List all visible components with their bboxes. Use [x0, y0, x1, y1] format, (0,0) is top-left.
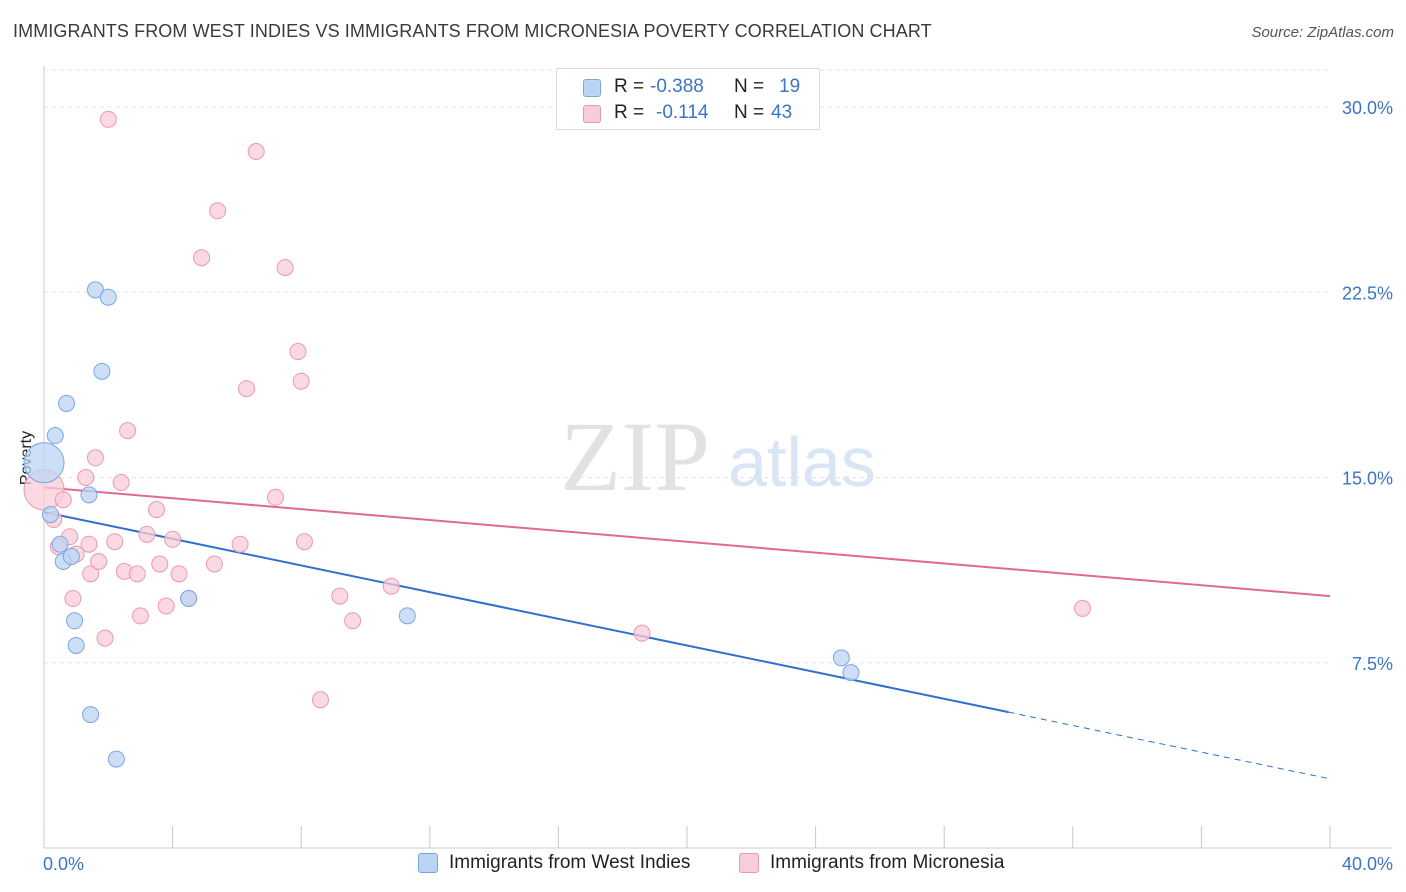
micronesia-point: [77, 469, 95, 487]
micronesia-point: [311, 691, 329, 709]
west-indies-point: [93, 362, 111, 380]
n-label: N =: [734, 76, 765, 97]
micronesia-point: [90, 552, 108, 570]
micronesia-point: [276, 259, 294, 277]
west-indies-point: [66, 612, 84, 630]
micronesia-point: [633, 624, 651, 642]
micronesia-point: [193, 249, 211, 267]
micronesia-point: [99, 110, 117, 128]
west-indies-point: [67, 636, 85, 654]
west-indies-trend-line: [43, 511, 1009, 714]
micronesia-legend-label: Immigrants from Micronesia: [770, 852, 1005, 873]
micronesia-point: [86, 449, 104, 467]
micronesia-point: [382, 577, 400, 595]
micronesia-point: [1073, 599, 1091, 617]
x-tick-label-min: 0.0%: [43, 854, 84, 874]
stats-legend: R = -0.388 N = 19 R = -0.114 N = 43: [556, 68, 820, 130]
micronesia-point: [112, 473, 130, 491]
micronesia-point: [96, 629, 114, 647]
west-indies-point: [99, 288, 117, 306]
chart-title: IMMIGRANTS FROM WEST INDIES VS IMMIGRANT…: [13, 21, 932, 41]
west-indies-point: [86, 281, 104, 299]
y-tick-label: 7.5%: [1352, 654, 1393, 674]
west-indies-swatch: [583, 79, 601, 97]
source-credit: Source: ZipAtlas.com: [1251, 24, 1394, 41]
west-indies-trend-extension: [1008, 711, 1331, 780]
west-indies-point: [80, 486, 98, 504]
micronesia-point: [128, 565, 146, 583]
micronesia-point: [289, 343, 307, 361]
n-value: 19: [779, 76, 801, 97]
micronesia-legend-swatch: [739, 853, 759, 873]
y-tick-label: 30.0%: [1342, 98, 1393, 118]
west-indies-point: [832, 649, 850, 667]
micronesia-point: [138, 525, 156, 543]
micronesia-point: [82, 565, 100, 583]
watermark-zip: ZIP: [560, 401, 710, 512]
y-tick-label: 22.5%: [1342, 283, 1393, 303]
stats-row-west-indies: R = -0.388 N = 19: [557, 74, 819, 102]
r-value: -0.114: [656, 102, 709, 123]
n-value: 43: [771, 102, 793, 123]
west-indies-legend-label: Immigrants from West Indies: [449, 852, 691, 873]
micronesia-swatch: [583, 105, 601, 123]
micronesia-point: [238, 380, 256, 398]
r-label: R =: [614, 102, 645, 123]
micronesia-point: [295, 533, 313, 551]
micronesia-trend-line: [43, 486, 1331, 598]
micronesia-point: [64, 590, 82, 608]
micronesia-point: [205, 555, 223, 573]
micronesia-point: [247, 143, 265, 161]
micronesia-point: [54, 491, 72, 509]
micronesia-point: [292, 372, 310, 390]
micronesia-point: [231, 535, 249, 553]
micronesia-point: [266, 488, 284, 506]
micronesia-point: [170, 565, 188, 583]
west-indies-point: [58, 394, 76, 412]
micronesia-point: [164, 530, 182, 548]
n-label: N =: [734, 102, 765, 123]
west-indies-point: [51, 535, 69, 553]
y-tick-label: 15.0%: [1342, 469, 1393, 489]
r-label: R =: [614, 76, 645, 97]
micronesia-point: [119, 422, 137, 440]
west-indies-point: [398, 607, 416, 625]
west-indies-point: [842, 664, 860, 682]
r-value: -0.388: [650, 76, 704, 97]
micronesia-point: [131, 607, 149, 625]
micronesia-point: [106, 533, 124, 551]
micronesia-point: [151, 555, 169, 573]
watermark-atlas: atlas: [728, 423, 876, 501]
west-indies-point: [180, 590, 198, 608]
west-indies-point: [62, 548, 80, 566]
micronesia-point: [157, 597, 175, 615]
micronesia-point: [148, 501, 166, 519]
west-indies-point: [107, 750, 125, 768]
west-indies-point: [23, 442, 65, 484]
stats-row-micronesia: R = -0.114 N = 43: [557, 100, 819, 128]
micronesia-point: [80, 535, 98, 553]
micronesia-point: [209, 202, 227, 220]
micronesia-point: [331, 587, 349, 605]
west-indies-point: [46, 427, 64, 445]
west-indies-legend-swatch: [418, 853, 438, 873]
west-indies-point: [41, 506, 59, 524]
west-indies-point: [82, 706, 100, 724]
x-tick-label-max: 40.0%: [1342, 854, 1393, 874]
micronesia-point: [344, 612, 362, 630]
